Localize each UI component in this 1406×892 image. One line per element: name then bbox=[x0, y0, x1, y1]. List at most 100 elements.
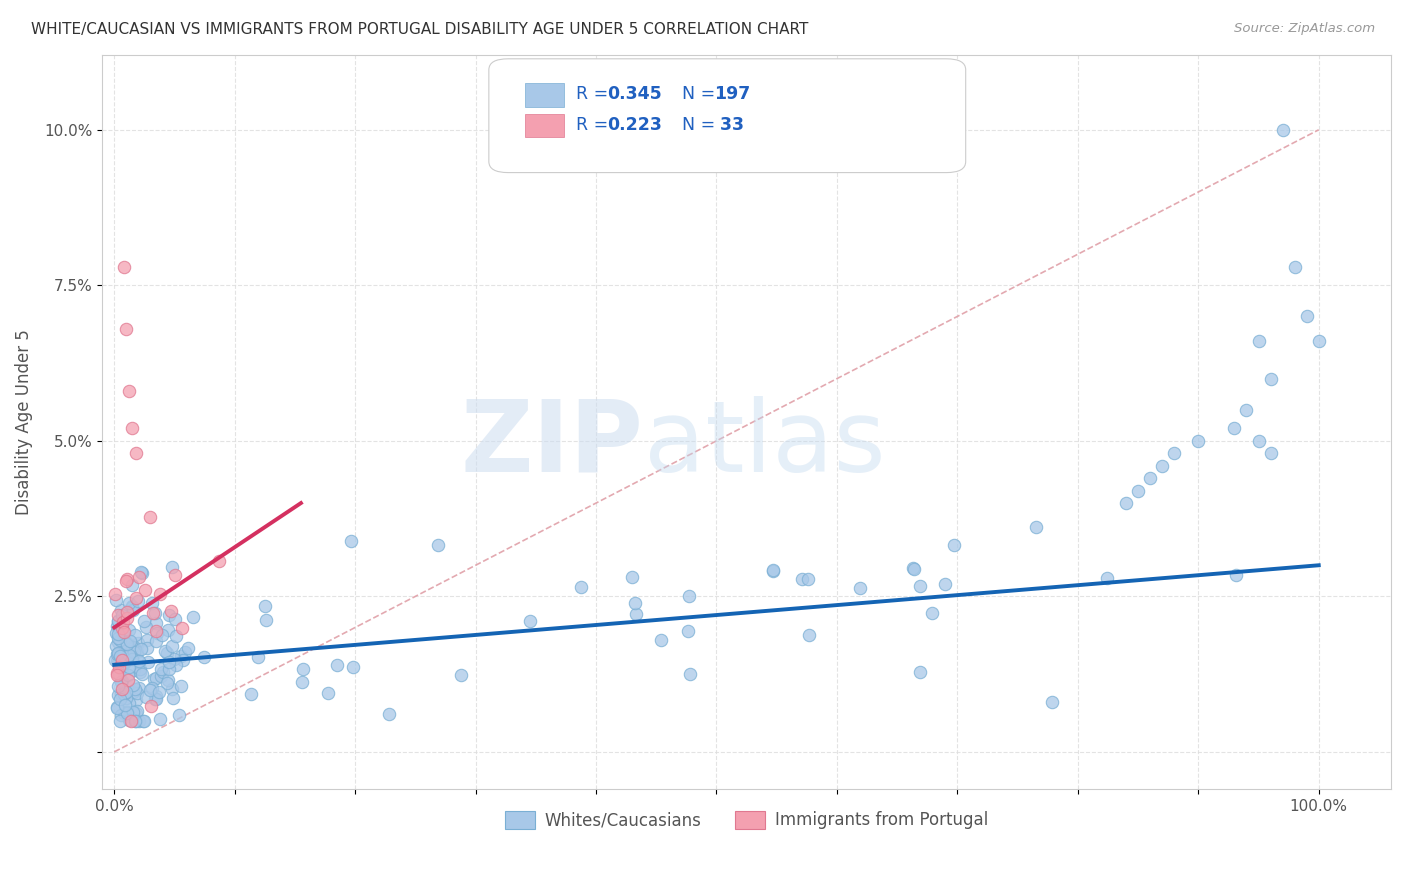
Point bbox=[1260, 371, 1282, 385]
Point bbox=[107, 627, 129, 641]
Point bbox=[1187, 434, 1209, 448]
Point bbox=[143, 606, 166, 620]
Point bbox=[108, 648, 131, 663]
Point bbox=[114, 698, 136, 712]
Text: atlas: atlas bbox=[644, 396, 886, 492]
Point bbox=[120, 649, 142, 664]
Point bbox=[157, 624, 180, 638]
Point bbox=[148, 587, 170, 601]
Point bbox=[127, 686, 149, 700]
Text: R =: R = bbox=[576, 85, 614, 103]
Point bbox=[128, 655, 150, 669]
Point bbox=[240, 687, 263, 701]
Point bbox=[254, 613, 277, 627]
Point bbox=[115, 652, 138, 666]
Point bbox=[1308, 334, 1330, 349]
Text: WHITE/CAUCASIAN VS IMMIGRANTS FROM PORTUGAL DISABILITY AGE UNDER 5 CORRELATION C: WHITE/CAUCASIAN VS IMMIGRANTS FROM PORTU… bbox=[31, 22, 808, 37]
Point bbox=[1163, 446, 1185, 460]
Point bbox=[163, 612, 186, 626]
Point bbox=[110, 675, 132, 690]
Point bbox=[112, 656, 135, 670]
Point bbox=[1247, 334, 1270, 349]
Point bbox=[110, 645, 132, 659]
Text: 0.223: 0.223 bbox=[607, 116, 662, 134]
Point bbox=[901, 561, 924, 575]
Point bbox=[110, 656, 132, 670]
Point bbox=[131, 714, 153, 728]
Point bbox=[105, 700, 128, 714]
Point bbox=[115, 684, 138, 698]
Text: N =: N = bbox=[682, 85, 721, 103]
Point bbox=[141, 681, 163, 695]
Point bbox=[152, 665, 174, 679]
Point bbox=[117, 611, 139, 625]
FancyBboxPatch shape bbox=[489, 59, 966, 172]
Point bbox=[136, 655, 159, 669]
Point bbox=[125, 706, 148, 720]
Point bbox=[128, 714, 150, 728]
Point bbox=[125, 644, 148, 658]
Point bbox=[111, 615, 134, 630]
Point bbox=[1115, 496, 1137, 510]
Point bbox=[111, 684, 134, 698]
Point bbox=[107, 635, 129, 649]
Point bbox=[107, 614, 129, 628]
Point bbox=[623, 596, 645, 610]
Point bbox=[118, 634, 141, 648]
Point bbox=[340, 533, 363, 548]
Point bbox=[903, 562, 925, 576]
Point bbox=[129, 641, 152, 656]
Point bbox=[121, 578, 143, 592]
Point bbox=[107, 688, 129, 702]
Point bbox=[114, 625, 136, 640]
Point bbox=[128, 681, 150, 695]
Text: N =: N = bbox=[682, 116, 721, 134]
Point bbox=[157, 655, 180, 669]
Point bbox=[121, 600, 143, 615]
Point bbox=[650, 632, 672, 647]
Point bbox=[165, 568, 187, 582]
Point bbox=[125, 693, 148, 707]
Point bbox=[121, 705, 143, 719]
Point bbox=[943, 538, 966, 552]
Point bbox=[148, 684, 170, 698]
Point bbox=[107, 615, 129, 629]
Point bbox=[162, 681, 184, 696]
Point bbox=[111, 653, 134, 667]
Point bbox=[145, 671, 167, 685]
Point bbox=[118, 623, 141, 637]
Point bbox=[107, 608, 129, 623]
Point bbox=[157, 608, 180, 623]
Point bbox=[790, 572, 813, 586]
Point bbox=[105, 701, 128, 715]
Point bbox=[162, 639, 184, 653]
Point bbox=[108, 633, 131, 648]
Point bbox=[118, 384, 141, 398]
Point bbox=[1295, 310, 1317, 324]
Point bbox=[105, 593, 128, 607]
Point bbox=[143, 692, 166, 706]
Point bbox=[108, 659, 131, 673]
Point bbox=[762, 564, 785, 578]
Point bbox=[1271, 123, 1294, 137]
Point bbox=[124, 628, 146, 642]
Point bbox=[124, 714, 146, 728]
Point bbox=[170, 648, 193, 663]
Point bbox=[162, 559, 184, 574]
Point bbox=[325, 658, 347, 673]
Point bbox=[426, 538, 449, 552]
Point bbox=[921, 606, 943, 620]
Point bbox=[676, 624, 699, 638]
Point bbox=[120, 645, 142, 659]
FancyBboxPatch shape bbox=[524, 83, 564, 106]
Point bbox=[163, 651, 186, 665]
Point bbox=[908, 579, 931, 593]
Point bbox=[170, 679, 193, 693]
Point bbox=[934, 576, 956, 591]
Point bbox=[136, 641, 159, 656]
Point bbox=[1040, 695, 1063, 709]
Point bbox=[107, 646, 129, 660]
Point bbox=[127, 594, 149, 608]
Point bbox=[118, 696, 141, 710]
Point bbox=[125, 446, 148, 460]
